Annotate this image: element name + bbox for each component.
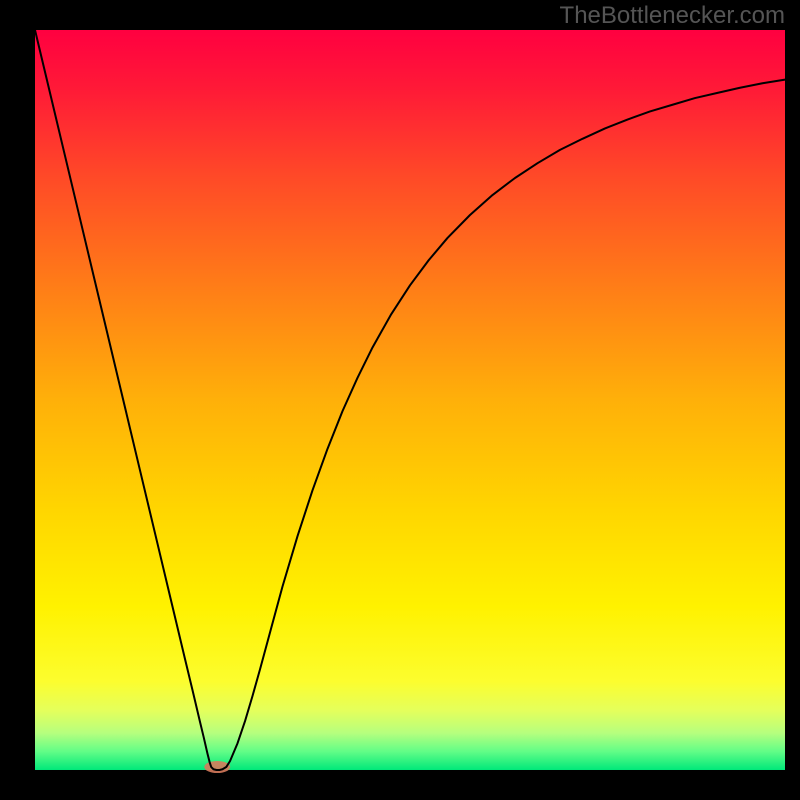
- curve-layer: [0, 0, 800, 800]
- chart-container: TheBottlenecker.com: [0, 0, 800, 800]
- watermark-text: TheBottlenecker.com: [560, 2, 785, 30]
- bottleneck-curve: [35, 30, 785, 770]
